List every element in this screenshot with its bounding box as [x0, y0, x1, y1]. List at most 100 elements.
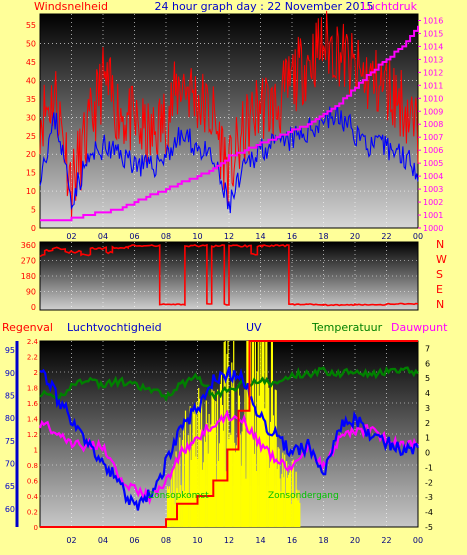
rain-tick-label: 0.4 [27, 493, 39, 501]
uv-bar [293, 499, 295, 527]
uv-bar [299, 502, 301, 527]
uv-bar [265, 341, 267, 527]
uv-bar [193, 413, 195, 527]
uv-bar [216, 480, 218, 527]
rain-tick-label: 2.4 [27, 338, 39, 346]
uv-bar [292, 459, 294, 527]
weather-time-axis: 02 04 06 08 10 12 14 16 18 20 22 00 [66, 536, 423, 545]
uv-bar [296, 489, 298, 527]
uv-bar [217, 389, 219, 527]
wind-speed-axis: 0 5 10 15 20 25 30 35 40 45 50 55 [26, 21, 36, 233]
uv-bar [235, 452, 237, 527]
uv-bar [222, 430, 224, 527]
wind-speed-tick-label: 10 [26, 187, 36, 196]
rain-tick-label: 1.8 [27, 385, 38, 393]
uv-bar [208, 414, 210, 527]
uv-bar [246, 341, 248, 527]
rain-tick-label: 2 [34, 369, 38, 377]
direction-tick-label: 180 [21, 272, 36, 281]
uv-bar [242, 421, 244, 527]
direction-tick-label: 0 [31, 303, 36, 312]
pressure-tick-label: 1001 [423, 211, 443, 220]
uv-bar [215, 401, 217, 527]
uv-bar [212, 396, 214, 527]
temperature-tick-label: 0 [425, 449, 430, 458]
uv-bar [291, 462, 293, 527]
uv-bar [195, 456, 197, 527]
uv-series [166, 341, 301, 527]
uv-bar [227, 341, 229, 527]
uv-bar [258, 395, 260, 527]
uv-bar [295, 471, 297, 527]
pressure-tick-label: 1012 [423, 68, 443, 77]
rain-tick-label: 2.2 [27, 354, 38, 362]
direction-axis: 0 90 180 270 360 [21, 241, 36, 312]
uv-bar [263, 341, 265, 527]
uv-bar [206, 423, 208, 527]
wind-series [39, 10, 419, 222]
uv-bar [210, 424, 212, 527]
uv-bar [166, 486, 169, 527]
pressure-tick-label: 1003 [423, 185, 443, 194]
uv-bar [179, 437, 181, 527]
time-tick-label: 04 [98, 232, 108, 241]
rain-tick-label: 0.2 [27, 509, 38, 517]
graph-title: 24 hour graph day : 22 November 2015 [154, 0, 373, 13]
uv-bar [178, 492, 180, 527]
uv-bar [251, 401, 253, 527]
uv-bar [267, 379, 269, 527]
pressure-title: Luchtdruk [362, 0, 418, 13]
uv-bar [220, 374, 222, 527]
time-tick-label: 16 [287, 232, 297, 241]
uv-bar [198, 388, 200, 527]
uv-bar [225, 471, 227, 527]
rain-tick-label: 1 [34, 447, 38, 455]
uv-bar [255, 471, 257, 527]
temperature-tick-label: -1 [425, 463, 433, 472]
uv-bar [245, 478, 247, 527]
rain-tick-label: 0 [34, 524, 38, 532]
time-tick-label: 08 [161, 536, 171, 545]
time-tick-label: 10 [192, 232, 202, 241]
uv-bar [286, 461, 288, 527]
pressure-tick-label: 1008 [423, 120, 443, 129]
wind-time-axis: 02 04 06 08 10 12 14 16 18 20 22 00 [66, 232, 423, 241]
uv-bar [233, 341, 235, 527]
uv-bar [169, 493, 171, 527]
humidity-tick-label: 85 [5, 391, 15, 400]
uv-bar [174, 504, 176, 527]
uv-bar [282, 452, 284, 527]
rain-line [40, 340, 418, 528]
uv-bar [185, 453, 187, 527]
uv-bar [236, 437, 239, 527]
uv-bar [230, 434, 232, 527]
uv-bar [214, 424, 216, 527]
uv-bar [223, 342, 225, 527]
time-tick-label: 14 [255, 536, 265, 545]
uv-bar [283, 477, 285, 527]
compass-label: S [436, 268, 443, 281]
uv-bar [199, 398, 201, 527]
pressure-tick-label: 1006 [423, 146, 443, 155]
wind-speed-tick-label: 40 [26, 76, 36, 85]
uv-bar [213, 390, 215, 527]
uv-bar [197, 459, 199, 527]
humidity-tick-label: 80 [5, 414, 15, 423]
uv-bar [192, 410, 194, 527]
wind-speed-tick-label: 50 [26, 40, 36, 49]
uv-bar [297, 500, 299, 527]
rain-tick-label: 1.6 [27, 400, 39, 408]
time-tick-label: 12 [224, 232, 234, 241]
temperature-tick-label: 7 [425, 344, 430, 353]
compass-label: N [436, 238, 444, 251]
weather-series [38, 340, 419, 528]
uv-bar [196, 401, 198, 527]
uv-bar [172, 470, 174, 527]
wind-speed-tick-label: 30 [26, 113, 36, 122]
uv-bar [287, 477, 289, 527]
uv-bar [260, 381, 262, 527]
wind-speed-tick-label: 55 [26, 21, 36, 30]
humidity-tick-label: 60 [5, 505, 15, 514]
direction-series [39, 243, 419, 307]
